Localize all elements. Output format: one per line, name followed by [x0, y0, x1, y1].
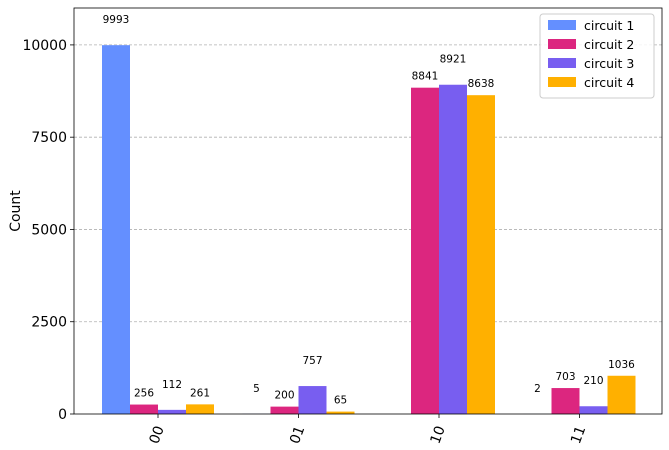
data-label: 9993: [103, 14, 130, 26]
data-label: 200: [274, 390, 294, 402]
data-label: 8841: [412, 71, 439, 83]
data-label: 703: [555, 371, 575, 383]
x-axis: 00 01 10 11: [147, 414, 589, 446]
y-tick-label: 5000: [31, 222, 67, 238]
bars: [102, 45, 636, 415]
plot-frame: [73, 7, 663, 415]
bar-circuit-2-00: [130, 404, 158, 414]
data-label: 1036: [608, 359, 635, 371]
data-label: 5: [253, 383, 260, 395]
legend-swatch: [548, 77, 576, 87]
y-axis-title: Count: [8, 190, 24, 232]
data-label: 261: [190, 387, 210, 399]
x-tick-label: 11: [568, 424, 589, 446]
bar-circuit-2-10: [411, 87, 439, 414]
legend-swatch: [548, 58, 576, 68]
x-tick-label: 10: [428, 424, 449, 446]
y-tick-label: 7500: [31, 130, 67, 146]
bar-circuit-4-00: [186, 404, 214, 414]
data-label: 65: [334, 395, 347, 407]
legend-entry: circuit 2: [584, 37, 634, 52]
y-tick-label: 10000: [22, 38, 67, 54]
x-tick-label: 00: [147, 424, 168, 446]
y-axis: 0 2500 5000 7500 10000: [22, 38, 74, 423]
data-label: 8638: [468, 78, 495, 90]
bar-circuit-4-10: [467, 95, 495, 415]
bar-circuit-4-11: [607, 375, 636, 414]
data-label: 2: [534, 383, 541, 395]
legend-swatch: [548, 39, 576, 49]
legend-entry: circuit 4: [584, 75, 634, 90]
x-tick-label: 01: [287, 424, 308, 446]
bar-circuit-3-01: [298, 386, 327, 414]
bar-circuit-3-11: [579, 406, 608, 414]
bar-circuit-2-01: [270, 406, 299, 414]
data-label: 256: [134, 388, 154, 400]
bar-circuit-4-01: [326, 411, 355, 414]
bar-circuit-1-00: [102, 45, 130, 415]
legend: circuit 1 circuit 2 circuit 3 circuit 4: [539, 13, 655, 99]
y-tick-label: 2500: [31, 315, 67, 331]
bar-circuit-3-00: [158, 409, 186, 414]
data-label: 757: [302, 355, 322, 367]
legend-entry: circuit 1: [584, 18, 634, 33]
bar-circuit-3-10: [439, 84, 467, 414]
data-label: 8921: [440, 54, 467, 66]
legend-entry: circuit 3: [584, 56, 634, 71]
legend-swatch: [548, 20, 576, 30]
bar-circuit-2-11: [551, 388, 580, 414]
data-label: 112: [162, 379, 182, 391]
y-tick-label: 0: [58, 407, 67, 423]
data-label: 210: [583, 375, 603, 387]
